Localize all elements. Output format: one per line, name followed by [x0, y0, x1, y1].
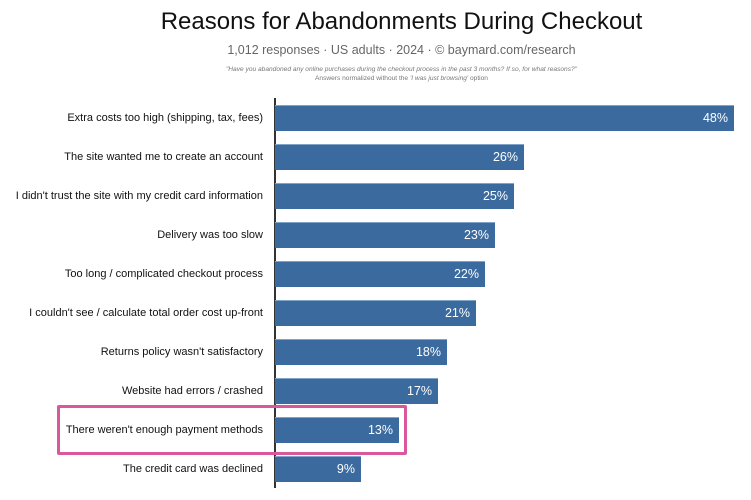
note-suffix: option	[468, 75, 488, 82]
category-label: I couldn't see / calculate total order c…	[29, 307, 263, 319]
note-prefix: Answers normalized without the	[315, 75, 410, 82]
category-label: Too long / complicated checkout process	[64, 268, 263, 280]
bar: 48%	[275, 105, 734, 131]
chart-subtitle: 1,012 responses · US adults · 2024 · © b…	[227, 43, 576, 57]
bar: 22%	[275, 261, 485, 287]
bar: 18%	[275, 339, 447, 365]
bar: 25%	[275, 183, 514, 209]
category-label: Returns policy wasn't satisfactory	[100, 346, 263, 358]
y-axis-line	[274, 98, 276, 488]
value-label: 18%	[415, 345, 441, 359]
bar-row: Returns policy wasn't satisfactory 18%	[0, 339, 751, 365]
value-label: 48%	[702, 111, 728, 125]
bar: 9%	[275, 456, 361, 482]
category-label: Delivery was too slow	[157, 229, 263, 241]
bar-row: There weren't enough payment methods 13%	[0, 417, 751, 443]
value-label: 21%	[444, 306, 470, 320]
value-label: 22%	[453, 267, 479, 281]
highlight-box	[57, 405, 407, 455]
category-label: The site wanted me to create an account	[64, 151, 263, 163]
category-label: I didn't trust the site with my credit c…	[15, 190, 263, 202]
category-label: Extra costs too high (shipping, tax, fee…	[67, 112, 263, 124]
bar-row: Delivery was too slow 23%	[0, 222, 751, 248]
note-italic: 'I was just browsing'	[409, 75, 469, 82]
value-label: 25%	[482, 189, 508, 203]
value-label: 13%	[367, 423, 393, 437]
category-label: The credit card was declined	[122, 463, 263, 475]
bar-row: Too long / complicated checkout process 2…	[0, 261, 751, 287]
bar: 26%	[275, 144, 524, 170]
bar-row: Website had errors / crashed 17%	[0, 378, 751, 404]
chart-title: Reasons for Abandonments During Checkout	[160, 8, 643, 35]
value-label: 17%	[406, 384, 432, 398]
category-label: Website had errors / crashed	[121, 385, 263, 397]
bar: 23%	[275, 222, 495, 248]
bar-row: I didn't trust the site with my credit c…	[0, 183, 751, 209]
value-label: 9%	[336, 462, 355, 476]
bar: 21%	[275, 300, 476, 326]
survey-question: "Have you abandoned any online purchases…	[225, 66, 578, 73]
bar: 17%	[275, 378, 438, 404]
normalization-note: Answers normalized without the 'I was ju…	[26, 74, 751, 83]
bar-row: I couldn't see / calculate total order c…	[0, 300, 751, 326]
category-label: There weren't enough payment methods	[65, 424, 263, 436]
bar-row: The site wanted me to create an account 2…	[0, 144, 751, 170]
value-label: 26%	[492, 150, 518, 164]
bar: 13%	[275, 417, 399, 443]
bar-row: The credit card was declined 9%	[0, 456, 751, 482]
bar-row: Extra costs too high (shipping, tax, fee…	[0, 105, 751, 131]
value-label: 23%	[463, 228, 489, 242]
